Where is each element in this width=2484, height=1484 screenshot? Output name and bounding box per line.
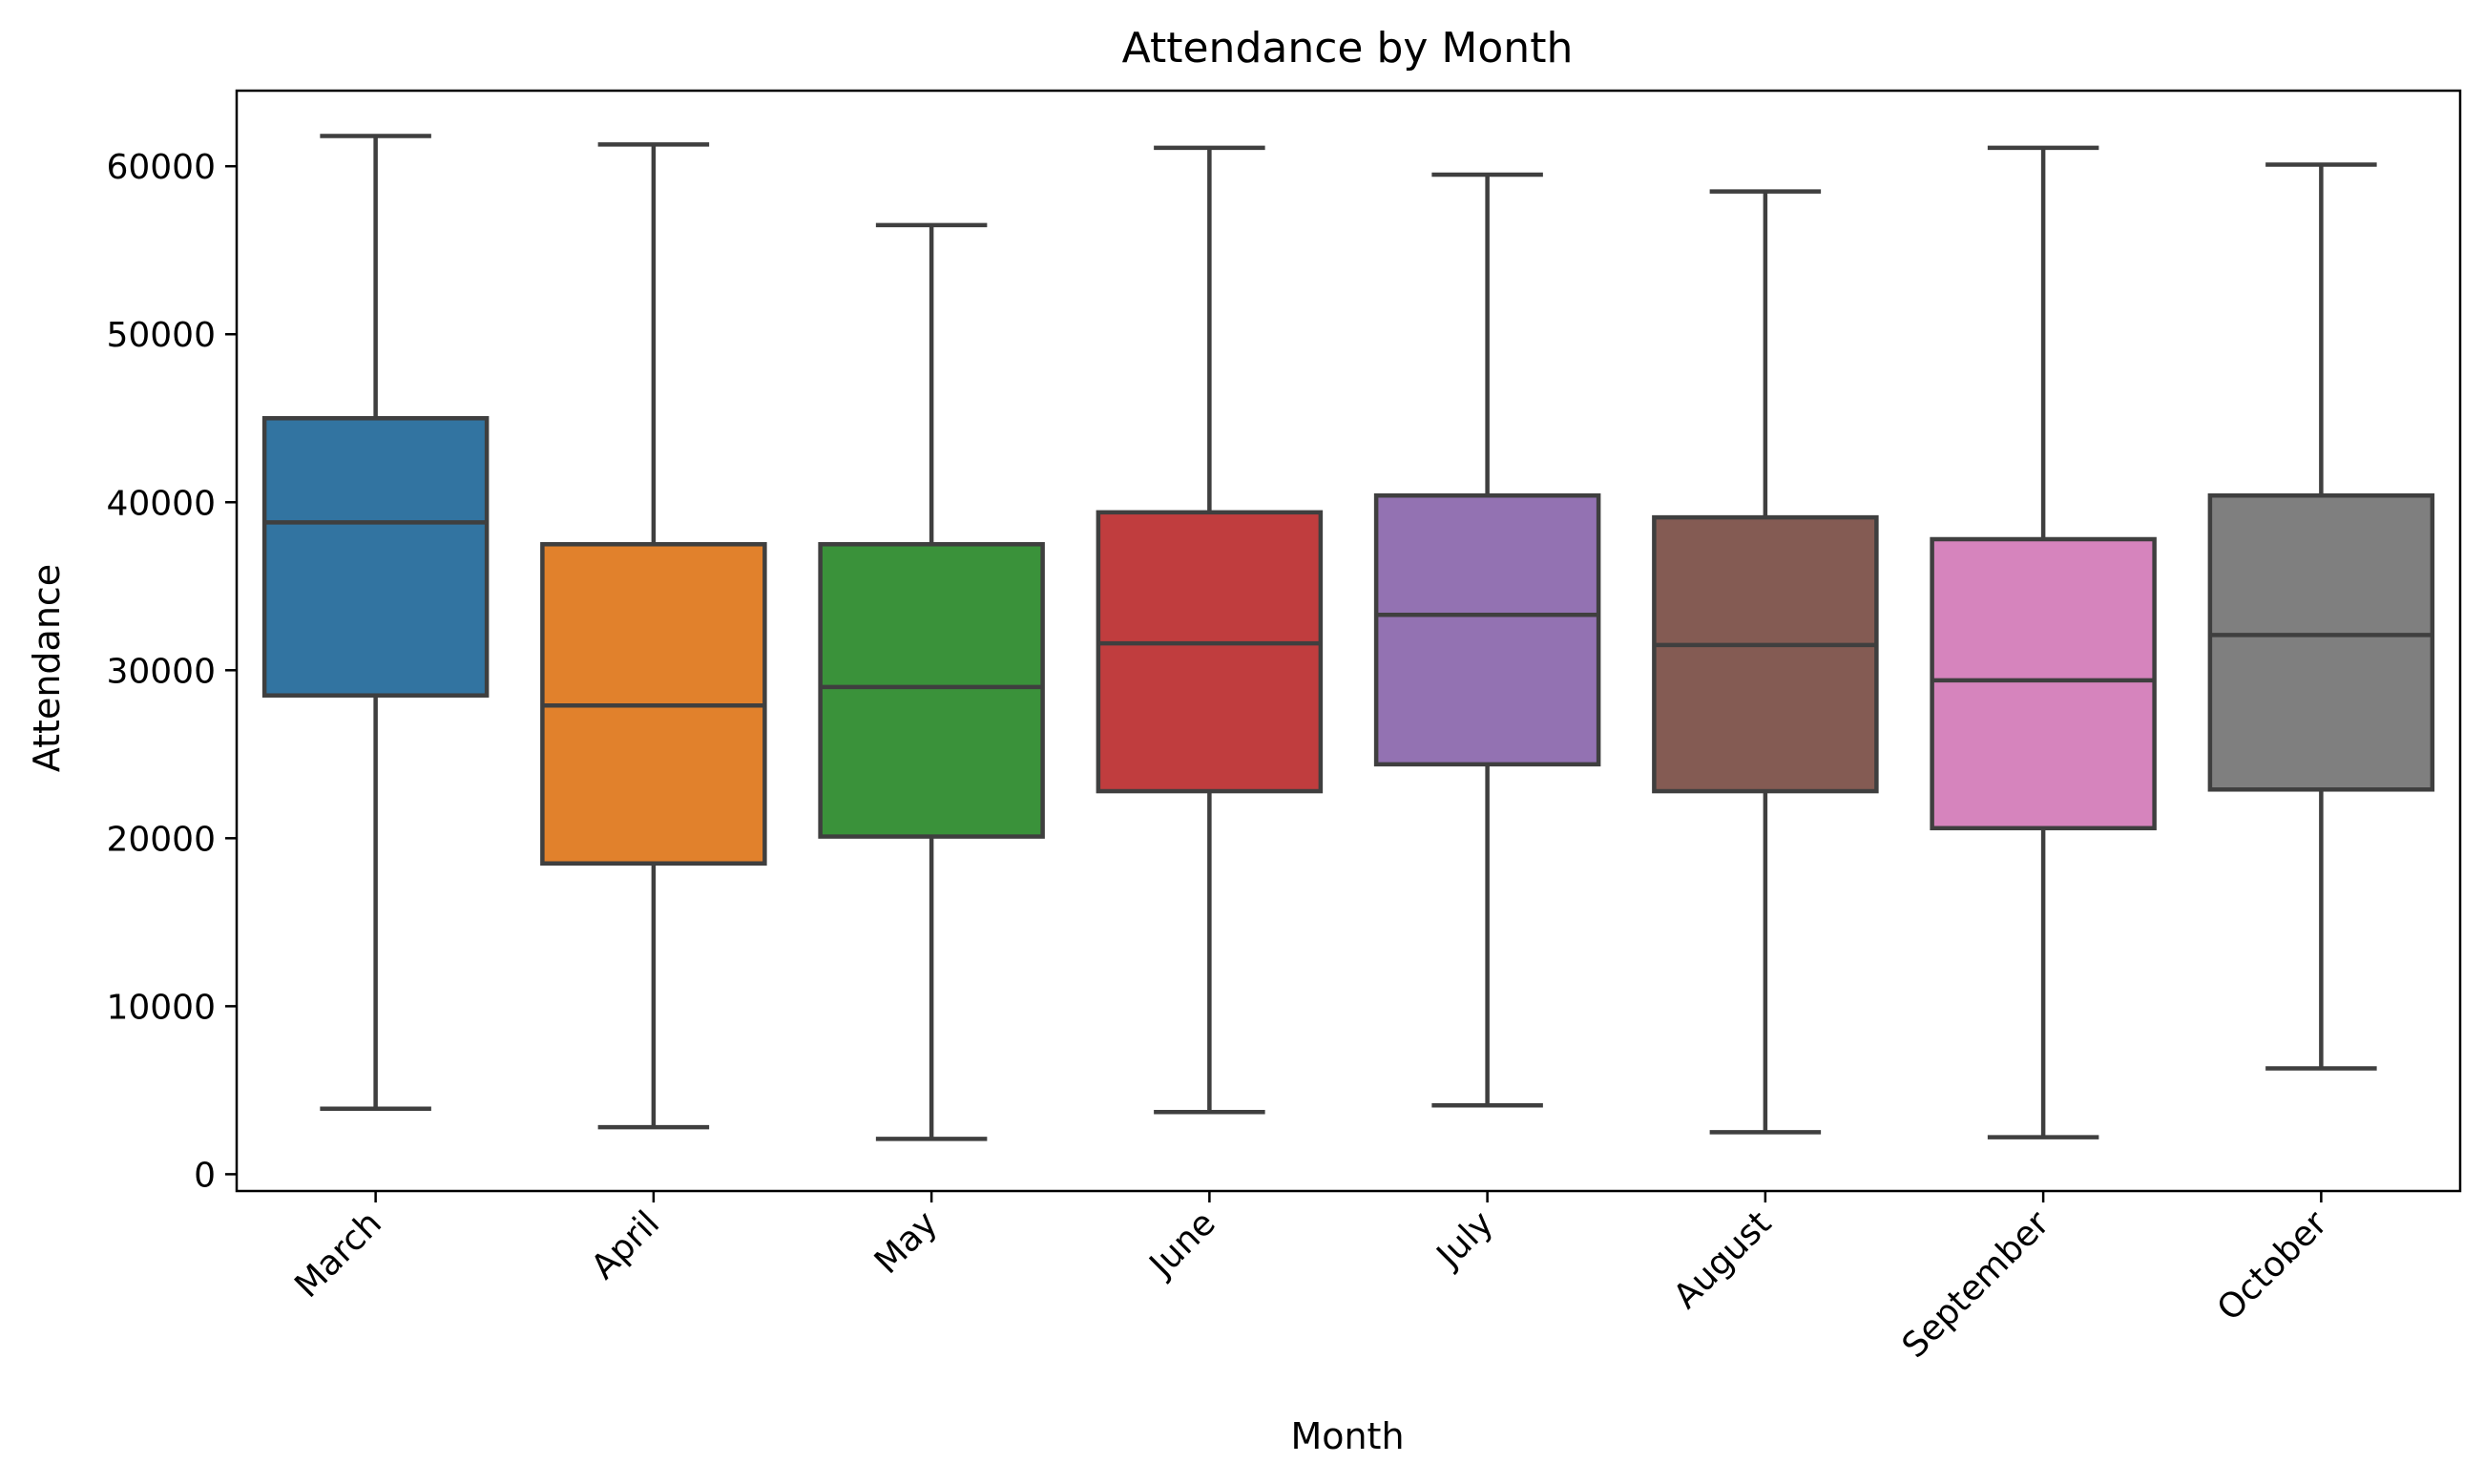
box-august xyxy=(1652,514,1879,794)
y-tick-label: 30000 xyxy=(106,652,216,691)
y-tick-label: 40000 xyxy=(106,484,216,523)
box-march xyxy=(261,416,490,698)
y-tick-label: 20000 xyxy=(106,820,216,859)
box-july xyxy=(1373,492,1601,767)
axes-frame xyxy=(235,89,2462,1193)
y-tick-label: 0 xyxy=(194,1156,216,1195)
chart-title: Attendance by Month xyxy=(1122,24,1574,73)
y-axis-label: Attendance xyxy=(26,564,68,772)
y-tick-label: 60000 xyxy=(106,148,216,187)
box-may xyxy=(818,542,1045,839)
x-axis-label: Month xyxy=(1290,1415,1404,1457)
box-september xyxy=(1930,536,2157,831)
box-october xyxy=(2207,492,2435,792)
box-june xyxy=(1096,510,1324,794)
y-tick-label: 50000 xyxy=(106,316,216,355)
y-tick-label: 10000 xyxy=(106,988,216,1027)
